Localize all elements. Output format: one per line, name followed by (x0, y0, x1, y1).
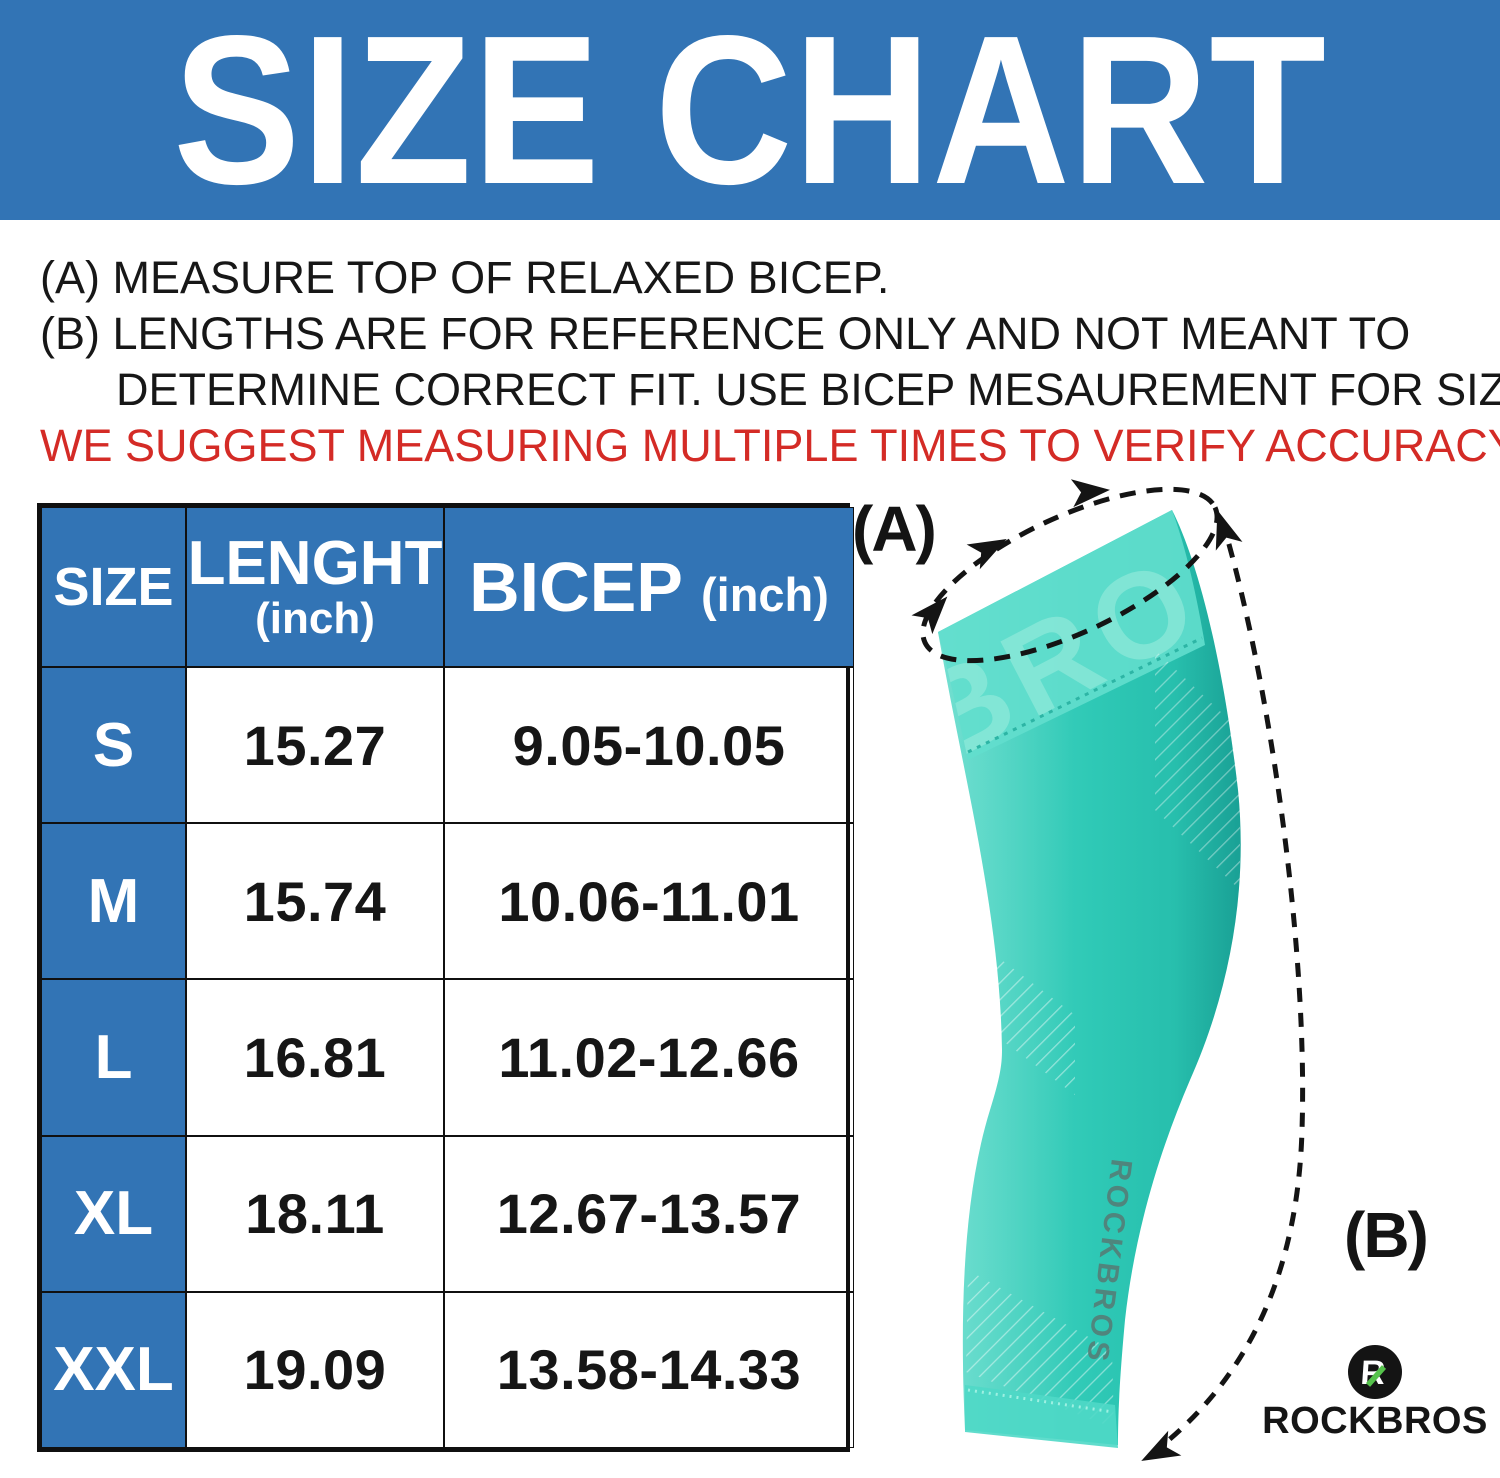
arrowhead-icon (1141, 1430, 1182, 1461)
cell-l-bicep: 11.02-12.66 (444, 979, 854, 1136)
header-bicep-label: BICEP (469, 548, 683, 626)
cell-l-size: L (41, 979, 186, 1136)
header-length-unit: (inch) (255, 594, 375, 643)
page-title: SIZE CHART (173, 0, 1327, 228)
cell-xxl-size: XXL (41, 1291, 186, 1448)
header-cell-size: SIZE (41, 507, 186, 667)
arrowhead-icon (911, 596, 948, 635)
header-cell-length: LENGHT (inch) (186, 507, 444, 667)
note-line-a: (A) MEASURE TOP OF RELAXED BICEP. (40, 252, 890, 303)
bicep-measure-ellipse (911, 479, 1220, 664)
cell-m-size: M (41, 823, 186, 980)
header-cell-bicep: BICEP (inch) (444, 507, 854, 667)
cell-xxl-length: 19.09 (186, 1291, 444, 1448)
brand-name: ROCKBROS (1262, 1400, 1488, 1442)
rockbros-logo-icon: R (1348, 1345, 1402, 1399)
cell-xxl-bicep: 13.58-14.33 (444, 1291, 854, 1448)
cell-m-bicep: 10.06-11.01 (444, 823, 854, 980)
svg-text:R: R (1359, 1354, 1386, 1392)
cell-m-length: 15.74 (186, 823, 444, 980)
arm-sleeve-diagram: BROS ROCKBROS (911, 479, 1306, 1461)
note-line-b: (B) LENGTHS ARE FOR REFERENCE ONLY AND N… (40, 308, 1411, 359)
cell-xl-size: XL (41, 1135, 186, 1292)
cell-l-length: 16.81 (186, 979, 444, 1136)
arrowhead-icon (1215, 510, 1243, 551)
arrowhead-icon (966, 539, 1007, 570)
measurement-label-a: (A) (852, 493, 937, 565)
note-line-b2: DETERMINE CORRECT FIT. USE BICEP MESAURE… (116, 364, 1500, 415)
cell-xl-bicep: 12.67-13.57 (444, 1135, 854, 1292)
cell-s-length: 15.27 (186, 667, 444, 824)
cell-xl-length: 18.11 (186, 1135, 444, 1292)
size-table: SIZE LENGHT (inch) BICEP (inch) S 15.27 … (37, 503, 854, 1452)
measurement-label-b: (B) (1344, 1199, 1429, 1271)
header-length-label: LENGHT (187, 529, 443, 598)
title-banner: SIZE CHART (0, 0, 1500, 220)
arm-sleeve-image: BROS ROCKBROS (938, 510, 1241, 1448)
measurement-notes: (A) MEASURE TOP OF RELAXED BICEP. (B) LE… (40, 250, 1500, 474)
cell-s-size: S (41, 667, 186, 824)
cell-s-bicep: 9.05-10.05 (444, 667, 854, 824)
arrowhead-icon (1070, 479, 1110, 508)
header-bicep-unit: (inch) (701, 567, 829, 621)
length-measure-line (1141, 510, 1306, 1461)
note-warning: WE SUGGEST MEASURING MULTIPLE TIMES TO V… (40, 420, 1500, 471)
